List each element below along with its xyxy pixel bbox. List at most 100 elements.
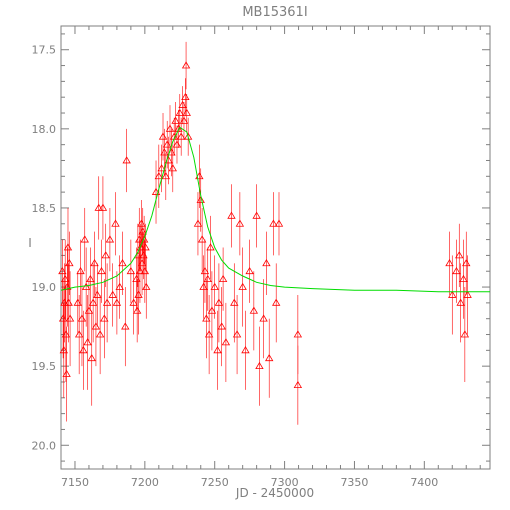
data-point-triangle	[161, 172, 171, 180]
data-point-triangle	[154, 172, 164, 180]
x-tick-label: 7350	[340, 476, 368, 489]
data-point-triangle	[94, 203, 103, 211]
data-point-triangle	[252, 211, 261, 219]
data-point-triangle	[80, 235, 89, 243]
data-point-triangle	[200, 266, 210, 275]
data-point-triangle	[135, 235, 144, 243]
data-point-triangle	[129, 298, 138, 306]
y-tick-label: 18.5	[32, 202, 57, 215]
data-point-triangle	[245, 266, 254, 275]
data-point-triangle	[138, 227, 147, 235]
data-point-triangle	[77, 314, 87, 322]
data-point-triangle	[135, 266, 145, 275]
plot-frame	[60, 25, 491, 470]
data-point-triangle	[193, 219, 203, 227]
data-point-triangle	[137, 259, 147, 267]
data-point-triangle	[90, 259, 99, 267]
x-tick-label: 7300	[271, 476, 299, 489]
data-point-triangle	[88, 298, 98, 306]
data-point-triangle	[197, 235, 207, 243]
data-point-triangle	[61, 330, 71, 338]
data-point-triangle	[255, 361, 264, 370]
data-point-triangle	[460, 330, 470, 338]
x-tick-label: 7250	[201, 476, 229, 489]
data-point-triangle	[87, 353, 96, 362]
data-point-triangle	[79, 346, 88, 354]
chart-title: MB15361I	[242, 5, 307, 20]
data-point-triangle	[83, 338, 92, 346]
x-tick-label: 7150	[61, 476, 89, 489]
data-point-triangle	[139, 251, 148, 259]
data-point-triangle	[214, 298, 224, 306]
data-point-triangle	[204, 330, 214, 338]
data-point-triangle	[227, 211, 236, 219]
data-point-triangle	[142, 282, 151, 290]
data-point-triangle	[112, 298, 122, 306]
data-point-triangle	[172, 140, 182, 148]
data-point-triangle	[98, 203, 108, 211]
model-curve	[60, 126, 490, 293]
data-point-triangle	[63, 282, 72, 290]
data-point-triangle	[445, 259, 454, 267]
data-point-triangle	[76, 266, 85, 275]
data-point-triangle	[238, 282, 247, 290]
data-point-triangle	[232, 330, 242, 338]
data-point-triangle	[262, 259, 271, 267]
data-point-triangle	[203, 274, 212, 282]
x-tick-label: 7400	[410, 476, 438, 489]
data-point-triangle	[158, 132, 168, 140]
data-point-triangle	[459, 274, 468, 282]
data-point-triangle	[140, 266, 150, 275]
data-point-triangle	[175, 108, 184, 116]
data-point-triangle	[137, 219, 146, 227]
y-axis-label: I	[28, 236, 32, 250]
data-point-triangle	[183, 132, 193, 140]
data-point-triangle	[455, 251, 464, 259]
data-point-triangle	[221, 338, 231, 346]
data-point-triangle	[171, 116, 180, 124]
data-point-triangle	[206, 243, 215, 251]
data-point-triangle	[196, 195, 205, 203]
data-point-triangle	[160, 148, 169, 156]
data-point-triangle	[452, 266, 461, 275]
data-point-triangle	[176, 132, 186, 140]
data-point-triangle	[118, 259, 127, 267]
data-point-triangle	[111, 219, 120, 227]
x-tick-label: 7200	[131, 476, 159, 489]
data-point-triangle	[115, 282, 124, 290]
data-point-triangle	[168, 164, 177, 172]
data-point-triangle	[271, 298, 281, 306]
data-point-triangle	[122, 156, 131, 164]
data-point-triangle	[259, 314, 268, 322]
data-point-triangle	[456, 298, 465, 306]
data-point-triangle	[249, 306, 259, 314]
data-point-triangle	[101, 251, 110, 259]
y-tick-label: 17.5	[32, 44, 57, 57]
data-point-triangle	[105, 235, 115, 243]
data-point-triangle	[84, 306, 94, 314]
data-point-triangle	[134, 290, 143, 298]
data-point-triangle	[218, 274, 228, 282]
data-point-triangle	[165, 124, 175, 132]
data-point-triangle	[58, 266, 67, 275]
data-point-triangle	[136, 243, 145, 251]
data-point-triangle	[73, 298, 82, 306]
data-point-triangle	[74, 330, 84, 338]
data-point-triangle	[102, 298, 112, 306]
data-point-triangle	[181, 61, 191, 69]
data-point-triangle	[199, 282, 208, 290]
data-point-triangle	[95, 330, 105, 338]
data-point-triangle	[213, 346, 222, 354]
data-point-triangle	[230, 298, 239, 306]
data-point-triangle	[163, 140, 172, 148]
data-point-triangle	[182, 108, 191, 116]
data-point-triangle	[65, 314, 75, 322]
data-point-triangle	[65, 259, 74, 267]
data-point-triangle	[463, 290, 472, 298]
data-point-triangle	[93, 290, 102, 298]
data-point-triangle	[157, 164, 166, 172]
data-point-triangle	[91, 322, 101, 330]
data-point-triangle	[86, 274, 95, 282]
data-point-triangle	[64, 298, 73, 306]
